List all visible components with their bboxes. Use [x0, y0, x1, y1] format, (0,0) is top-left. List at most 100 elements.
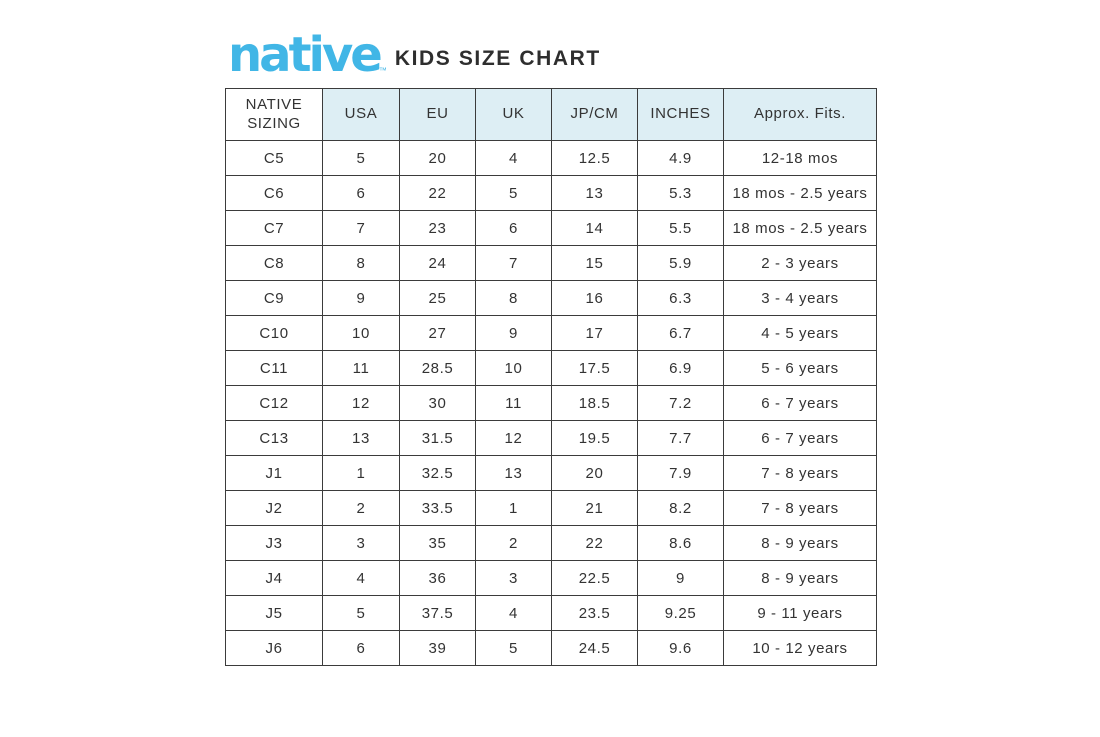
table-cell: 6	[475, 210, 552, 246]
table-cell: 5.3	[637, 175, 724, 211]
table-cell: 32.5	[399, 455, 476, 491]
table-cell: 24.5	[551, 630, 638, 666]
table-cell: 2 - 3 years	[723, 245, 877, 281]
native-logo: native ™	[228, 31, 387, 79]
table-row: C11 11 28.5 10 17.5 6.9 5 - 6 years	[225, 350, 877, 386]
native-size-cell: C12	[225, 385, 323, 421]
table-cell: 9 - 11 years	[723, 595, 877, 631]
table-cell: 17.5	[551, 350, 638, 386]
table-cell: 2	[322, 490, 400, 526]
table-cell: 7.7	[637, 420, 724, 456]
table-row: C7 7 23 6 14 5.5 18 mos - 2.5 years	[225, 210, 877, 246]
table-cell: 5	[475, 630, 552, 666]
native-size-cell: C7	[225, 210, 323, 246]
table-cell: 8 - 9 years	[723, 525, 877, 561]
table-cell: 14	[551, 210, 638, 246]
table-cell: 18 mos - 2.5 years	[723, 210, 877, 246]
header-cell: USA	[322, 88, 400, 141]
table-cell: 3	[475, 560, 552, 596]
table-row: C8 8 24 7 15 5.9 2 - 3 years	[225, 245, 877, 281]
table-cell: 20	[399, 140, 476, 176]
table-row: C5 5 20 4 12.5 4.9 12-18 mos	[225, 140, 877, 176]
table-cell: 11	[322, 350, 400, 386]
table-row: J4 4 36 3 22.5 9 8 - 9 years	[225, 560, 877, 596]
table-cell: 9	[637, 560, 724, 596]
table-cell: 37.5	[399, 595, 476, 631]
native-size-cell: J6	[225, 630, 323, 666]
header-cell: JP/CM	[551, 88, 638, 141]
table-row: J6 6 39 5 24.5 9.6 10 - 12 years	[225, 630, 877, 666]
table-cell: 12	[322, 385, 400, 421]
table-cell: 4 - 5 years	[723, 315, 877, 351]
table-cell: 9.25	[637, 595, 724, 631]
table-cell: 18 mos - 2.5 years	[723, 175, 877, 211]
header-cell-native-sizing: NATIVE SIZING	[225, 88, 323, 141]
table-cell: 31.5	[399, 420, 476, 456]
table-cell: 4.9	[637, 140, 724, 176]
native-size-cell: J2	[225, 490, 323, 526]
table-cell: 22.5	[551, 560, 638, 596]
table-cell: 10 - 12 years	[723, 630, 877, 666]
table-cell: 21	[551, 490, 638, 526]
table-cell: 7.2	[637, 385, 724, 421]
table-cell: 12.5	[551, 140, 638, 176]
native-size-cell: C6	[225, 175, 323, 211]
table-cell: 12	[475, 420, 552, 456]
table-cell: 22	[399, 175, 476, 211]
table-cell: 7 - 8 years	[723, 490, 877, 526]
native-size-cell: J1	[225, 455, 323, 491]
table-cell: 15	[551, 245, 638, 281]
table-cell: 6.7	[637, 315, 724, 351]
table-cell: 6	[322, 630, 400, 666]
table-cell: 7	[475, 245, 552, 281]
table-cell: 3	[322, 525, 400, 561]
table-cell: 39	[399, 630, 476, 666]
table-cell: 35	[399, 525, 476, 561]
table-cell: 27	[399, 315, 476, 351]
table-cell: 36	[399, 560, 476, 596]
table-cell: 25	[399, 280, 476, 316]
native-size-cell: C11	[225, 350, 323, 386]
table-cell: 2	[475, 525, 552, 561]
table-cell: 16	[551, 280, 638, 316]
table-cell: 6	[322, 175, 400, 211]
table-cell: 8.2	[637, 490, 724, 526]
table-cell: 11	[475, 385, 552, 421]
table-cell: 5.5	[637, 210, 724, 246]
table-cell: 28.5	[399, 350, 476, 386]
header: native ™ KIDS SIZE CHART	[228, 31, 601, 79]
header-row: NATIVE SIZING USA EU UK JP/CM INCHES Approx. F…	[225, 88, 877, 141]
table-cell: 6 - 7 years	[723, 385, 877, 421]
table-cell: 18.5	[551, 385, 638, 421]
header-cell: UK	[475, 88, 552, 141]
table-cell: 7.9	[637, 455, 724, 491]
table-cell: 6.3	[637, 280, 724, 316]
table-cell: 13	[322, 420, 400, 456]
table-cell: 9	[475, 315, 552, 351]
header-cell: INCHES	[637, 88, 724, 141]
header-cell: Approx. Fits.	[723, 88, 877, 141]
table-cell: 24	[399, 245, 476, 281]
table-cell: 8.6	[637, 525, 724, 561]
table-cell: 4	[322, 560, 400, 596]
table-cell: 8	[322, 245, 400, 281]
table-cell: 13	[551, 175, 638, 211]
table-body: C5 5 20 4 12.5 4.9 12-18 mos C6 6 22 5 13 5.3 18 mos …	[225, 140, 877, 666]
native-size-cell: J5	[225, 595, 323, 631]
table-cell: 9	[322, 280, 400, 316]
header-cell: EU	[399, 88, 476, 141]
table-cell: 9.6	[637, 630, 724, 666]
table-cell: 6.9	[637, 350, 724, 386]
table-cell: 7 - 8 years	[723, 455, 877, 491]
table-row: J2 2 33.5 1 21 8.2 7 - 8 years	[225, 490, 877, 526]
table-cell: 12-18 mos	[723, 140, 877, 176]
native-size-cell: J4	[225, 560, 323, 596]
table-row: J3 3 35 2 22 8.6 8 - 9 years	[225, 525, 877, 561]
table-cell: 17	[551, 315, 638, 351]
size-chart-table: NATIVE SIZING USA EU UK JP/CM INCHES Approx. F…	[225, 88, 877, 666]
table-cell: 3 - 4 years	[723, 280, 877, 316]
table-row: C13 13 31.5 12 19.5 7.7 6 - 7 years	[225, 420, 877, 456]
native-size-cell: C13	[225, 420, 323, 456]
table-cell: 8 - 9 years	[723, 560, 877, 596]
